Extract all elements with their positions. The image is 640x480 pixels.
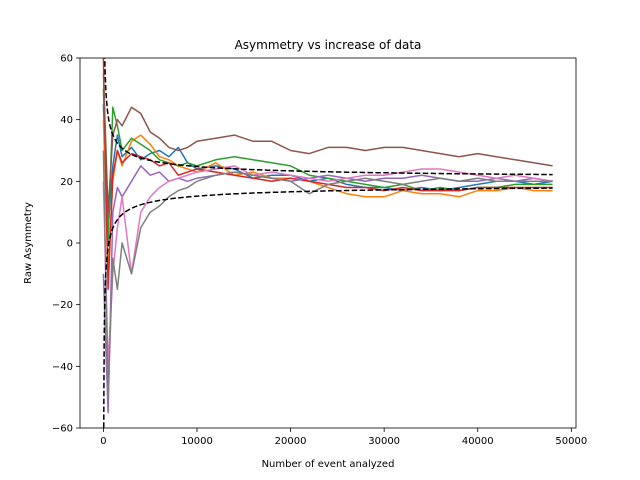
chart-title: Asymmetry vs increase of data <box>235 38 422 52</box>
series-line-4 <box>102 58 553 291</box>
axes: 0 10000 20000 30000 40000 50000 −60 −40 −20 0 20 40… <box>52 54 587 448</box>
series-line-6 <box>102 73 553 213</box>
series-line-2 <box>102 119 553 275</box>
x-tick-label: 50000 <box>555 436 587 447</box>
y-tick-label: 0 <box>67 239 73 250</box>
x-tick-label: 10000 <box>181 436 213 447</box>
envelope-lower <box>103 187 553 428</box>
y-axis-label: Raw Asymmetry <box>23 202 34 284</box>
plot-area <box>102 58 553 428</box>
series-line-8 <box>102 150 553 398</box>
x-tick-label: 20000 <box>275 436 307 447</box>
envelope-upper <box>103 58 553 176</box>
x-axis-label: Number of event analyzed <box>262 459 395 470</box>
y-tick-label: −40 <box>52 362 73 373</box>
y-tick-label: 60 <box>60 54 73 65</box>
y-tick-label: −20 <box>52 300 73 311</box>
y-tick-label: 40 <box>60 115 73 126</box>
y-tick-label: −60 <box>52 424 73 435</box>
x-tick-label: 30000 <box>368 436 400 447</box>
x-tick-label: 40000 <box>462 436 494 447</box>
x-tick-label: 0 <box>100 436 106 447</box>
y-tick-label: 20 <box>60 177 73 188</box>
